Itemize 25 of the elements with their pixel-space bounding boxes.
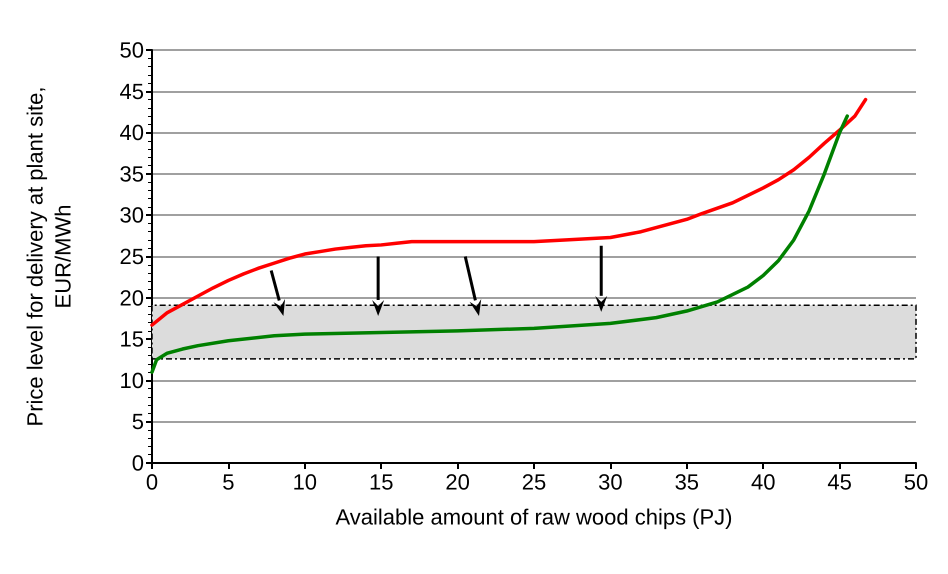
x-tick-label: 10 [292, 470, 318, 494]
x-tick-label: 20 [445, 470, 470, 494]
x-tick-label: 35 [674, 470, 700, 494]
y-tick-label: 50 [120, 38, 144, 62]
y-tick-label: 0 [132, 450, 144, 476]
y-tick-label: 15 [120, 326, 144, 352]
x-axis-title: Available amount of raw wood chips (PJ) [335, 504, 733, 530]
x-tick-label: 45 [827, 470, 852, 494]
y-tick-label: 45 [120, 78, 144, 104]
x-tick-label: 25 [522, 470, 546, 494]
line-series [150, 114, 849, 374]
line-series [150, 98, 868, 327]
y-axis-title: Price level for delivery at plant site, EUR/MWh [22, 86, 76, 426]
y-tick-label: 5 [132, 409, 144, 434]
y-tick-label: 35 [120, 161, 144, 186]
y-tick-label: 30 [120, 202, 144, 228]
y-tick-label: 40 [120, 120, 144, 146]
x-tick-label: 30 [598, 470, 623, 494]
x-tick-label: 50 [904, 470, 928, 494]
x-tick-label: 5 [222, 470, 235, 494]
y-tick-label: 10 [120, 368, 144, 393]
x-tick-label: 40 [750, 470, 776, 494]
y-tick-label: 25 [120, 244, 144, 269]
y-tick-label: 20 [120, 285, 144, 310]
x-tick-label: 15 [368, 470, 394, 494]
